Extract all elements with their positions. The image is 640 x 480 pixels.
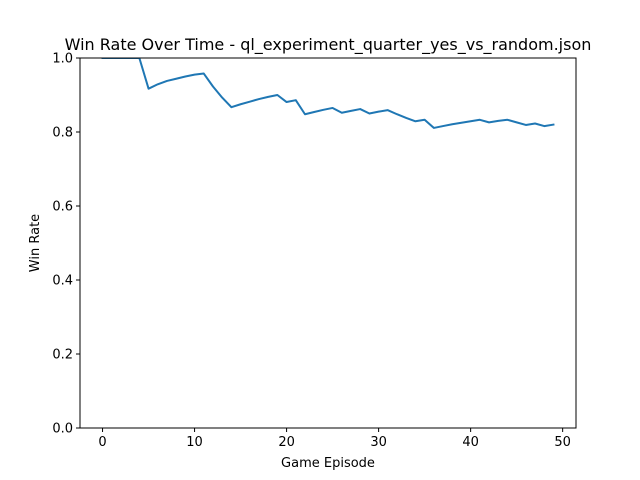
x-tick-label: 10 — [186, 435, 203, 450]
y-axis-title: Win Rate — [28, 214, 43, 272]
y-tick-label: 0.8 — [52, 126, 73, 141]
series-line — [101, 58, 555, 129]
y-tick-label: 0.4 — [52, 274, 73, 289]
y-tick-label: 0.2 — [52, 348, 73, 363]
x-axis: 0 10 20 30 40 50 — [98, 428, 571, 450]
x-tick-label: 50 — [554, 435, 571, 450]
chart-title: Win Rate Over Time - ql_experiment_quart… — [65, 35, 592, 55]
y-axis: 0.0 0.2 0.4 0.6 0.8 1.0 — [52, 52, 80, 437]
plot-area — [101, 58, 555, 129]
y-tick-label: 0.0 — [52, 422, 73, 437]
x-tick-label: 20 — [278, 435, 295, 450]
x-tick-label: 30 — [370, 435, 387, 450]
y-tick-label: 0.6 — [52, 200, 73, 215]
plot-frame — [79, 57, 577, 429]
x-tick-label: 0 — [98, 435, 106, 450]
x-axis-title: Game Episode — [281, 456, 375, 471]
x-tick-label: 40 — [462, 435, 479, 450]
y-tick-label: 1.0 — [52, 52, 73, 67]
